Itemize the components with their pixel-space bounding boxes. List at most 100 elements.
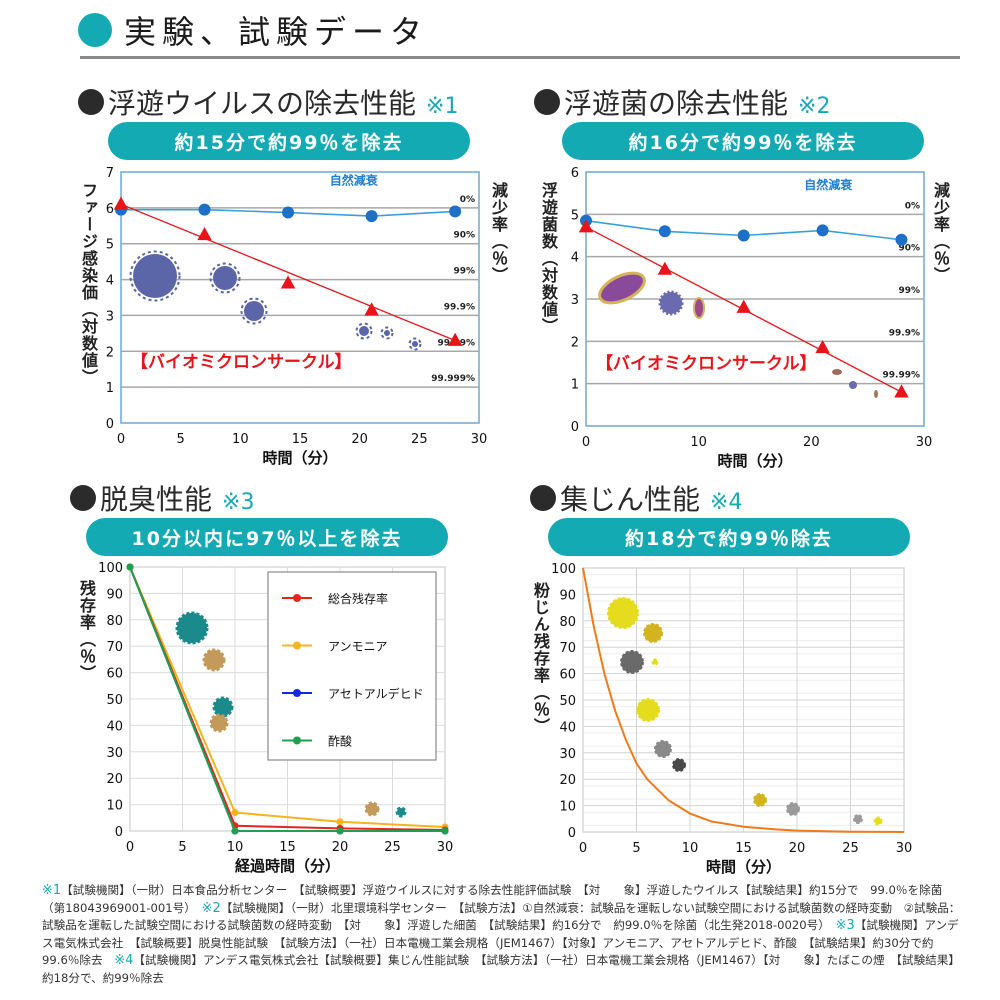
reduction-label: 90%	[453, 231, 475, 241]
triangle-marker	[815, 339, 830, 354]
dust-particle-icon	[672, 758, 686, 772]
footnote-mark: ※3	[835, 918, 855, 934]
dust-particle-icon	[607, 597, 639, 629]
bacteria-icon	[874, 390, 878, 398]
section-title-deodorize: 脱臭性能 ※3	[70, 478, 254, 518]
series-line	[129, 566, 445, 832]
y-axis-title-dust: 粉じん残存率（％）	[531, 582, 550, 735]
y-tick-label: 90	[559, 588, 576, 603]
dust-particle-icon	[753, 793, 767, 807]
y-tick-label: 2	[106, 345, 114, 360]
section-bullet-icon	[534, 89, 560, 115]
section-title-text: 浮遊菌の除去性能	[564, 87, 789, 120]
odor-particle-icon	[175, 611, 209, 645]
virus-icon	[244, 301, 264, 321]
x-tick-label: 25	[384, 840, 401, 855]
y-tick-label: 90	[106, 587, 123, 602]
virus-spikes-icon	[355, 322, 373, 340]
reduction-label: 99.9%	[444, 302, 475, 312]
footnote-text: 【試験機関】アンデス電気株式会社【試験概要】集じん性能試験 【試験方法】（一社）…	[42, 953, 960, 985]
odor-particle-icon	[202, 648, 226, 672]
odor-particle-icon	[364, 801, 380, 817]
triangle-marker	[197, 226, 212, 241]
x-tick-label: 30	[437, 840, 454, 855]
banner-dust: 約18分で約99％除去	[548, 518, 910, 556]
dust-particle-icon	[651, 658, 659, 666]
natural-decay-point	[449, 205, 462, 218]
section-title-bacteria: 浮遊菌の除去性能 ※2	[534, 82, 830, 122]
footnote-mark: ※2	[201, 900, 221, 916]
y-tick-label: 20	[559, 773, 576, 788]
x-tick-label: 0	[582, 435, 590, 450]
x-axis-title: 経過時間（分）	[235, 857, 340, 875]
chart-virus: 0 1 2 3 4 5 6 7 0 5 10 15 20 25 30 時間（分） 0% 90% 99% 99.9% 99…	[106, 166, 488, 467]
footnote-ref: ※1	[426, 94, 459, 119]
x-tick-label: 30	[471, 432, 488, 447]
triangle-marker	[364, 302, 379, 316]
dust-particle-icon	[654, 740, 672, 758]
series-point	[231, 809, 239, 817]
x-tick-label: 10	[682, 841, 699, 856]
bacteria-icon	[849, 381, 857, 389]
x-tick-label: 5	[177, 432, 185, 447]
page-title: 実験、試験データ	[78, 6, 428, 54]
series-point	[126, 563, 134, 571]
legend-label: 酢酸	[328, 734, 352, 749]
y-tick-label: 7	[106, 166, 114, 181]
x-axis-title: 時間（分）	[717, 452, 792, 470]
natural-decay-point	[737, 229, 750, 242]
legend-label: 総合残存率	[328, 591, 388, 606]
bacteria-icon	[693, 297, 705, 319]
y-tick-label: 0	[568, 826, 576, 841]
x-tick-label: 5	[178, 840, 186, 855]
footnote-ref: ※2	[798, 94, 831, 119]
x-tick-label: 30	[896, 841, 913, 856]
y-tick-label: 20	[106, 772, 123, 787]
reduction-label: 99%	[898, 286, 920, 296]
x-tick-label: 5	[632, 841, 640, 856]
legend-box	[267, 571, 437, 761]
triangle-marker	[447, 332, 463, 346]
triangle-marker	[657, 261, 673, 275]
y-tick-label: 30	[106, 746, 123, 761]
natural-decay-label: 自然減衰	[330, 173, 379, 188]
virus-spikes-icon	[240, 297, 268, 325]
footnote-text: 【試験機関】アンデス電気株式会社 【試験概要】脱臭性能試験 【試験方法】（一社）…	[42, 918, 959, 968]
x-axis-title: 時間（分）	[262, 449, 337, 467]
dust-particle-icon	[853, 814, 863, 824]
dust-particle-icon	[620, 650, 644, 674]
y-tick-label: 0	[115, 825, 123, 840]
x-tick-label: 30	[916, 435, 933, 450]
legend-label: アンモニア	[328, 640, 388, 654]
y-axis-title-virus: ファージ感染価（対数値）	[79, 182, 98, 386]
footnote-ref: ※4	[710, 490, 743, 515]
y-axis-title-deodorize: 残存率（％）	[77, 580, 96, 682]
x-tick-label: 15	[735, 841, 752, 856]
x-tick-label: 10	[232, 432, 249, 447]
bacteria-icon	[658, 290, 684, 316]
series-point	[231, 827, 239, 835]
x-tick-label: 0	[579, 841, 587, 856]
y-tick-label: 4	[571, 251, 579, 266]
series-line	[129, 566, 446, 829]
legend-swatch-dot	[293, 689, 301, 697]
product-trend-line	[120, 203, 456, 342]
natural-decay-point	[658, 225, 671, 238]
x-tick-label: 25	[842, 841, 859, 856]
y-tick-label: 40	[106, 719, 123, 734]
natural-decay-point	[365, 210, 378, 223]
reduction-label: 99.999%	[431, 374, 475, 384]
y-tick-label: 50	[559, 694, 576, 709]
natural-decay-point	[816, 224, 829, 237]
natural-decay-point	[895, 233, 908, 246]
virus-spikes-icon	[129, 250, 181, 302]
triangle-marker	[280, 275, 296, 289]
virus-icon	[412, 341, 418, 347]
reduction-label: 99%	[453, 267, 475, 277]
banner-virus: 約15分で約99％を除去	[108, 122, 470, 160]
section-bullet-icon	[530, 485, 556, 511]
reduction-label: 0%	[905, 201, 920, 211]
y-tick-label: 1	[106, 381, 114, 396]
y-tick-label: 70	[559, 641, 576, 656]
